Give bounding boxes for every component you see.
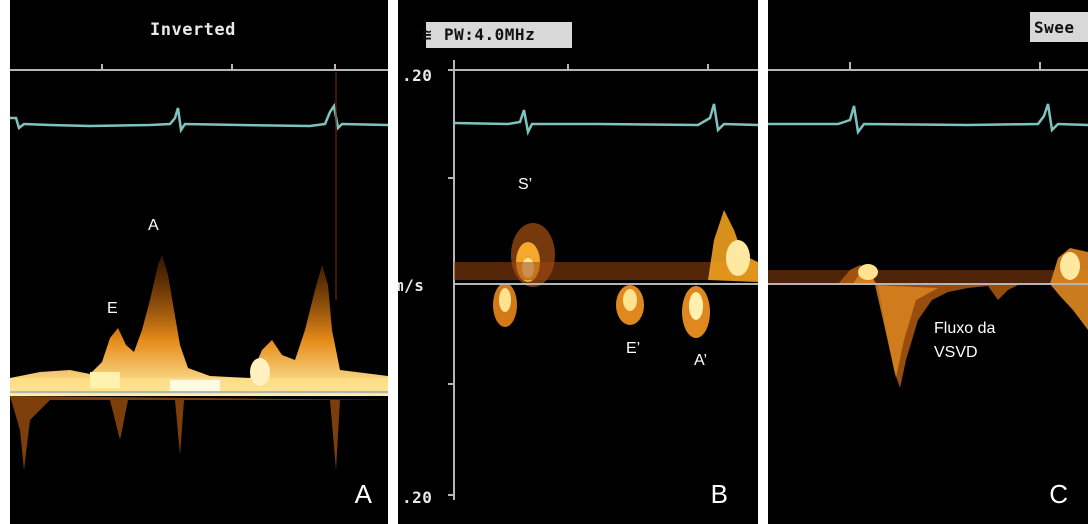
ecg-trace	[10, 102, 388, 134]
scale-bottom-label: .20	[402, 488, 433, 507]
panel-c-graphics	[768, 12, 1088, 388]
doppler-panel-a: Inverted E A A	[10, 0, 388, 524]
peak-label-e: E	[107, 300, 118, 317]
ecg-trace	[768, 103, 1088, 136]
peak-label-s-prime: S’	[518, 176, 533, 193]
panel-b-graphics	[426, 22, 758, 500]
doppler-panel-b: ≅ PW:4.0MHz .20 m/s .20 S’ E’ A’ B	[398, 0, 758, 524]
flow-label-line2: VSVD	[934, 344, 978, 361]
unit-label: m/s	[398, 276, 425, 295]
panel-letter: A	[354, 479, 372, 509]
wave-icon: ≅	[422, 25, 433, 44]
frequency-label: PW:4.0MHz	[444, 25, 536, 44]
mode-label: Inverted	[150, 20, 236, 40]
doppler-spectrum	[10, 255, 388, 396]
ecg-trace	[453, 103, 758, 136]
panel-letter: C	[1049, 479, 1068, 509]
peak-label-a: A	[148, 217, 159, 234]
doppler-panel-c: Swee Fluxo da VSVD C	[768, 0, 1088, 524]
panel-letter: B	[710, 479, 728, 509]
flow-label-line1: Fluxo da	[934, 320, 996, 337]
scale-top-label: .20	[402, 66, 433, 85]
peak-label-e-prime: E’	[626, 340, 641, 357]
panel-a-graphics	[10, 64, 388, 470]
sweep-label: Swee	[1034, 18, 1075, 37]
peak-label-a-prime: A’	[694, 352, 708, 369]
